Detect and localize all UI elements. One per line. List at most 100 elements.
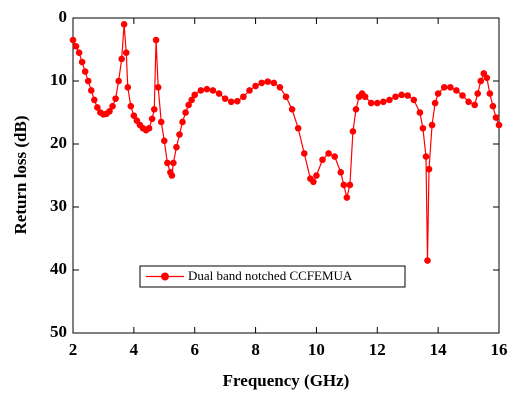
data-point [209, 87, 217, 94]
data-point [203, 85, 211, 93]
data-point [416, 109, 424, 116]
data-point [173, 143, 180, 151]
data-point [410, 96, 418, 104]
data-point [300, 150, 308, 157]
data-point [459, 92, 466, 99]
data-point [310, 178, 317, 186]
data-point [398, 91, 405, 99]
data-point [91, 96, 98, 104]
x-tick-label: 14 [430, 340, 448, 359]
y-tick-label: 40 [50, 259, 67, 278]
x-tick-label: 16 [491, 340, 508, 359]
legend-marker [161, 272, 169, 281]
data-point [492, 114, 500, 121]
data-point [404, 92, 412, 99]
data-point [221, 95, 229, 102]
data-point [118, 55, 125, 63]
data-point [331, 153, 338, 160]
y-axis-label: Return loss (dB) [11, 115, 30, 234]
data-point [380, 98, 387, 106]
data-point [343, 194, 351, 201]
data-point [346, 181, 354, 189]
data-point [422, 153, 430, 160]
data-point [477, 77, 485, 85]
data-point [234, 97, 241, 105]
data-point [465, 98, 472, 106]
data-point [361, 93, 369, 101]
x-tick-label: 12 [369, 340, 386, 359]
data-point [337, 169, 345, 176]
data-point [288, 106, 296, 113]
data-point [340, 181, 348, 189]
y-tick-label: 0 [59, 7, 68, 26]
data-point [282, 93, 290, 101]
data-point [164, 159, 171, 167]
data-point [252, 82, 259, 90]
data-point [392, 93, 399, 101]
x-tick-label: 8 [251, 340, 260, 359]
x-tick-label: 6 [190, 340, 199, 359]
data-point [150, 106, 158, 113]
y-tick-label: 30 [50, 196, 67, 215]
data-point [270, 79, 278, 87]
data-point [106, 107, 113, 115]
data-point [431, 99, 439, 107]
data-point [440, 84, 448, 91]
data-point [474, 90, 482, 97]
data-point [84, 77, 92, 85]
data-point [486, 90, 494, 97]
data-point [319, 156, 326, 164]
legend-label: Dual band notched CCFEMUA [188, 268, 353, 283]
data-point [349, 128, 357, 135]
data-point [185, 101, 192, 109]
x-tick-label: 2 [69, 340, 78, 359]
data-point [170, 159, 177, 167]
data-point [419, 124, 427, 132]
y-tick-label: 10 [50, 70, 67, 89]
data-point [112, 95, 119, 102]
data-point [160, 137, 168, 145]
data-point [428, 121, 436, 129]
data-point [130, 112, 138, 119]
data-point [313, 172, 320, 179]
data-point [115, 77, 122, 85]
data-point [386, 96, 393, 104]
data-point [179, 118, 186, 126]
legend-box [139, 265, 406, 288]
data-point [246, 87, 253, 94]
data-point [367, 99, 375, 107]
data-point [489, 102, 497, 110]
data-point [120, 21, 128, 28]
data-point [152, 36, 160, 44]
data-point [453, 87, 460, 94]
data-point [258, 79, 265, 87]
data-point [197, 87, 205, 94]
data-point [215, 90, 223, 97]
x-tick-label: 4 [130, 340, 139, 359]
x-axis-label: Frequency (GHz) [223, 371, 350, 390]
data-point [168, 172, 176, 179]
data-point [69, 36, 77, 44]
data-point [471, 101, 478, 109]
data-point [148, 115, 156, 123]
data-point [425, 165, 433, 173]
data-point [240, 93, 247, 101]
data-point [325, 150, 332, 157]
data-point [127, 102, 135, 110]
data-point [182, 109, 189, 116]
data-point [94, 104, 101, 111]
data-point [75, 49, 83, 56]
x-tick-label: 10 [308, 340, 325, 359]
data-point [122, 49, 130, 56]
data-point [227, 98, 235, 106]
data-point [145, 124, 153, 132]
plot-frame [72, 17, 500, 334]
data-point [191, 91, 199, 99]
data-point [447, 84, 454, 91]
data-point [424, 257, 431, 264]
data-point [294, 124, 302, 132]
data-point [81, 68, 89, 75]
data-point [157, 118, 165, 126]
